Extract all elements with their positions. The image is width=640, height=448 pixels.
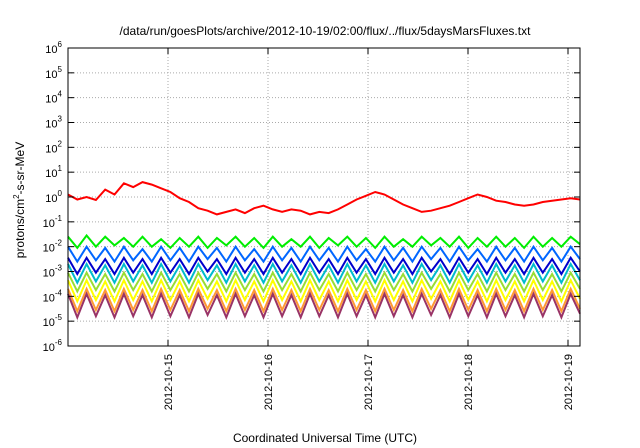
y-tick-label: 10-1 — [43, 214, 63, 230]
y-axis-label: protons/cm2-s-sr-MeV — [12, 142, 27, 258]
x-tick-label: 2012-10-17 — [363, 354, 375, 410]
series-line-7 — [67, 277, 581, 304]
x-tick-label: 2012-10-18 — [463, 354, 475, 410]
y-axis-ticks: 10-6 10-5 10-4 10-3 10-2 10-1 100 101 102 103 104 1… — [43, 40, 580, 354]
series-line-3 — [67, 244, 581, 264]
x-axis-ticks: 2012-10-15 2012-10-16 2012-10-17 2012-10-18… — [163, 48, 575, 410]
series-line-6 — [67, 270, 581, 294]
y-tick-label: 10-4 — [43, 288, 63, 304]
series-line-8 — [67, 286, 581, 314]
series-line-2 — [67, 233, 581, 250]
y-tick-label: 10-2 — [43, 239, 63, 255]
y-tick-label: 10-6 — [43, 338, 63, 354]
series-line-9 — [67, 291, 581, 321]
y-tick-label: 10-3 — [43, 264, 63, 280]
x-axis-label: Coordinated Universal Time (UTC) — [233, 431, 417, 445]
x-tick-label: 2012-10-19 — [563, 354, 575, 410]
series-line-1 — [67, 181, 581, 216]
x-tick-label: 2012-10-16 — [263, 354, 275, 410]
series-group — [67, 181, 581, 321]
y-tick-label: 10-5 — [43, 313, 63, 329]
y-tick-label: 101 — [45, 164, 62, 180]
series-line-5 — [67, 261, 581, 285]
chart-title: /data/run/goesPlots/archive/2012-10-19/0… — [120, 24, 532, 38]
y-tick-label: 102 — [45, 139, 62, 155]
y-tick-label: 104 — [45, 90, 62, 106]
y-tick-label: 103 — [45, 115, 62, 131]
y-tick-label: 100 — [45, 189, 62, 205]
x-tick-label: 2012-10-15 — [163, 354, 175, 410]
series-line-4 — [67, 255, 581, 277]
y-tick-label: 106 — [45, 40, 62, 56]
y-tick-label: 105 — [45, 65, 62, 81]
